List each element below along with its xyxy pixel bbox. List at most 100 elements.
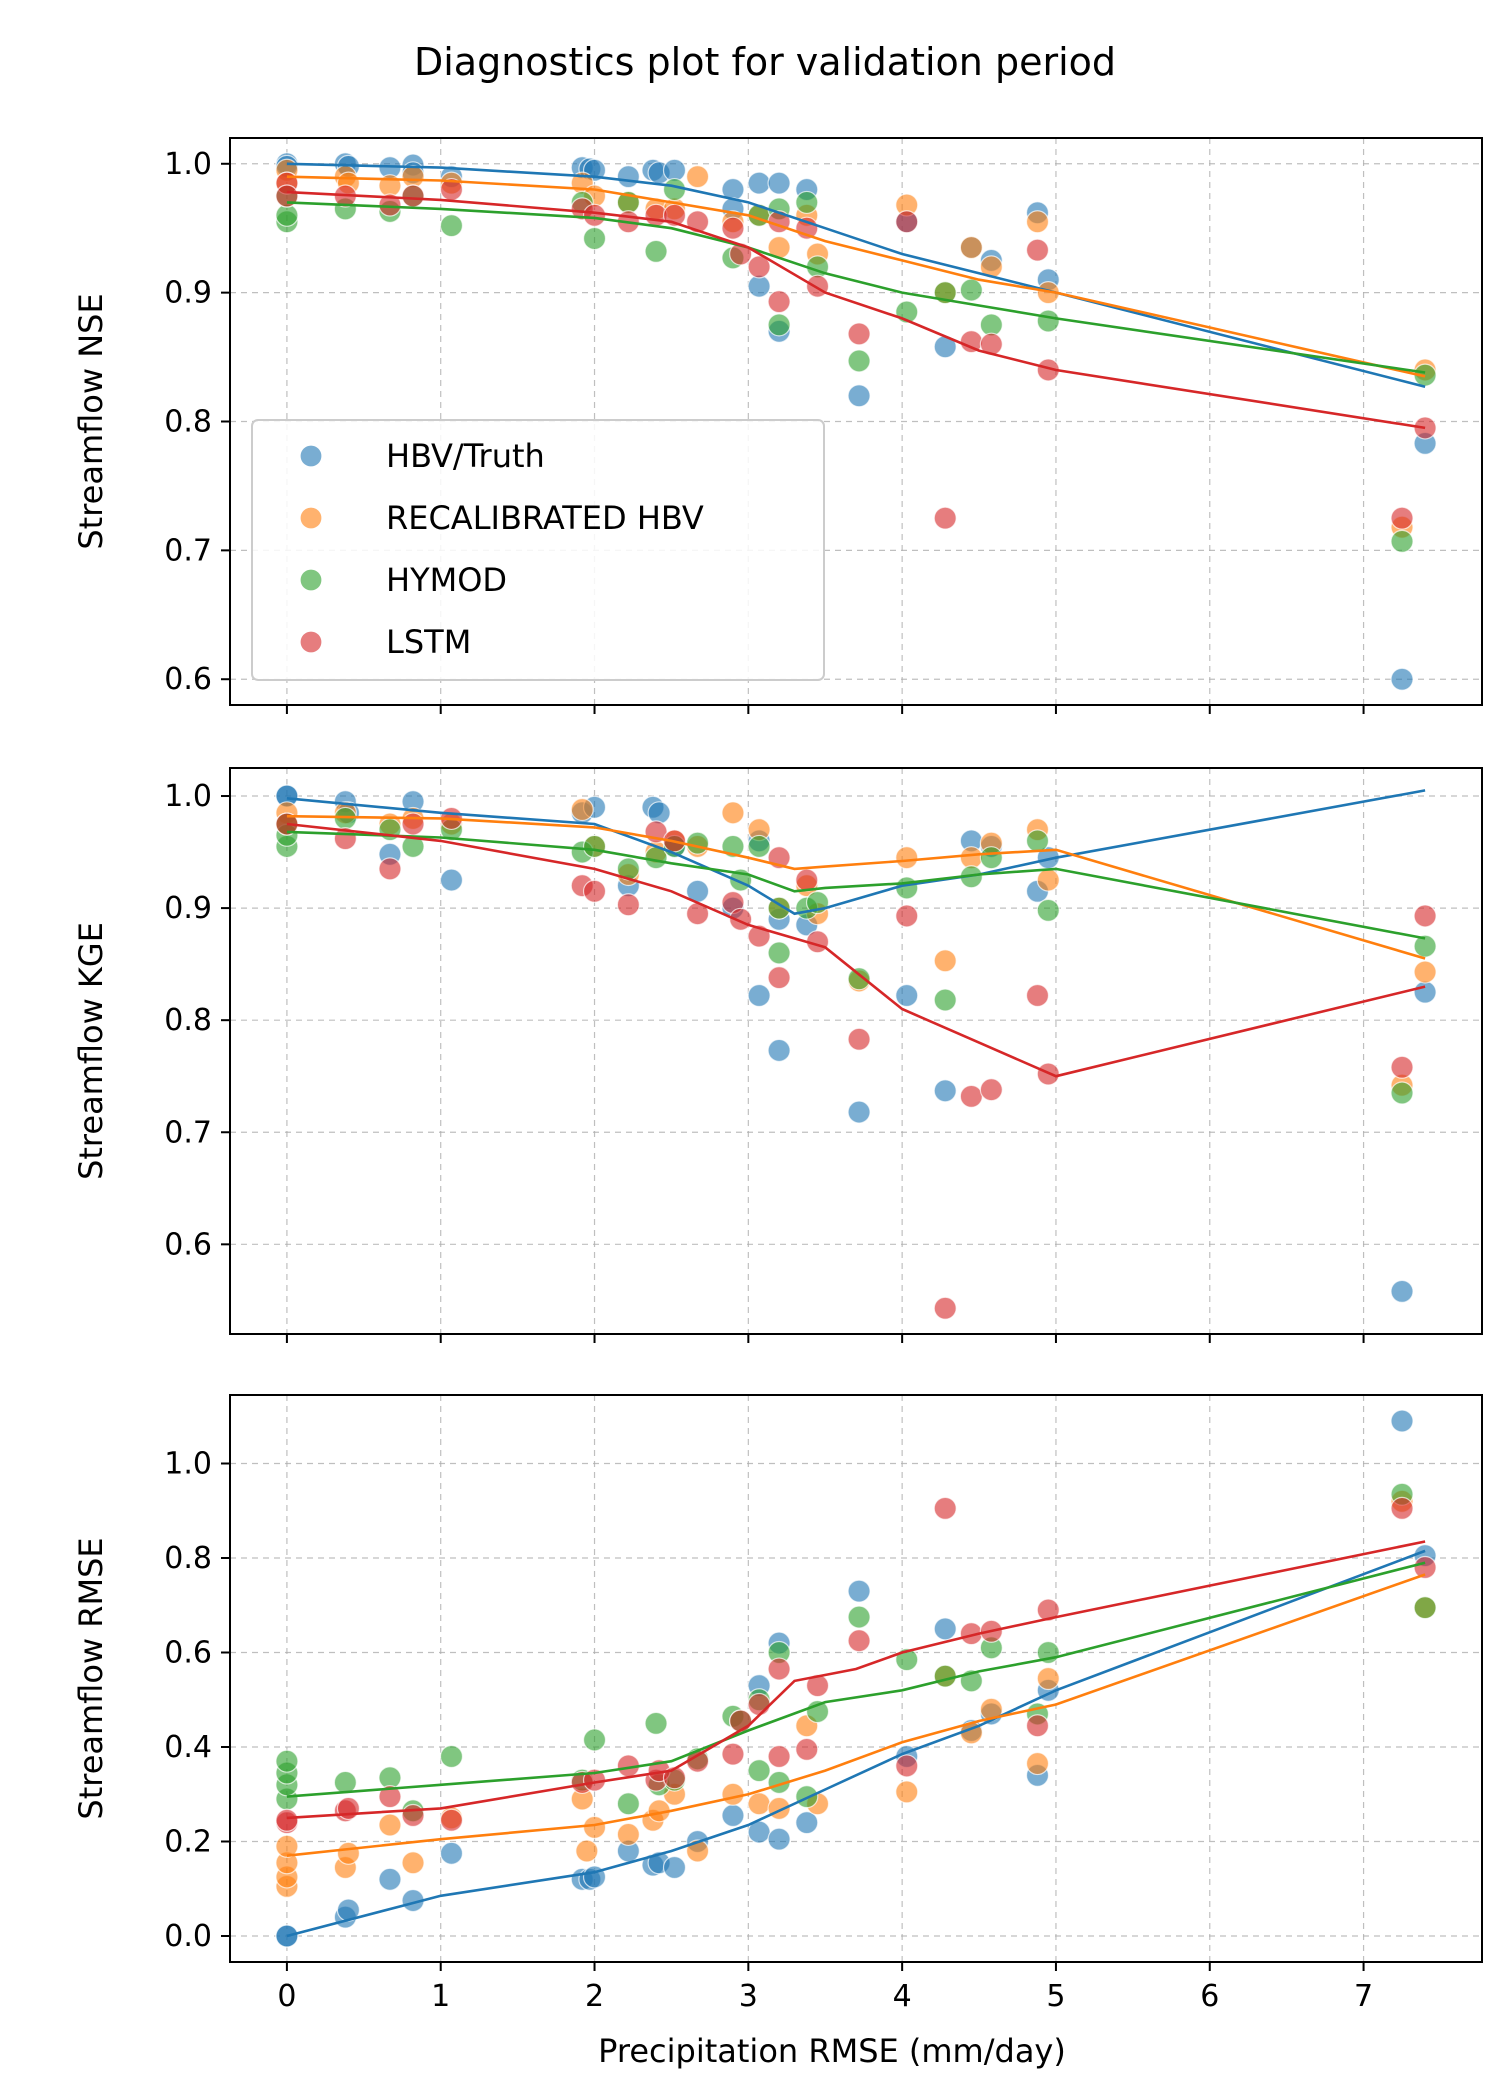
rmse-y-axis-label: Streamflow RMSE (72, 1537, 110, 1819)
rmse-y-tick-label: 0.8 (164, 1541, 212, 1576)
kge-trend-line-0 (286, 789, 1426, 916)
rmse-point (575, 1839, 599, 1863)
kge-point (847, 1100, 871, 1124)
rmse-point (847, 1579, 871, 1603)
rmse-point (662, 1855, 687, 1880)
kge-point (767, 1038, 791, 1063)
nse-point (1390, 506, 1414, 530)
nse-point (747, 255, 771, 279)
kge-point (895, 904, 919, 928)
kge-point (1025, 983, 1050, 1008)
nse-point (847, 384, 871, 408)
rmse-point (275, 1834, 299, 1858)
rmse-point (805, 1673, 830, 1698)
kge-trend-line-2 (286, 830, 1426, 940)
kge-y-tick-label: 0.9 (164, 891, 212, 926)
rmse-y-tick-label: 0.2 (164, 1825, 212, 1860)
kge-y-tick-label: 0.6 (164, 1227, 212, 1262)
kge-point (401, 812, 425, 836)
nse-point (729, 242, 753, 266)
legend-label: LSTM (386, 623, 471, 661)
kge-point (439, 868, 464, 892)
rmse-point (378, 1867, 402, 1891)
nse-point (401, 184, 425, 208)
rmse-point (847, 1605, 871, 1629)
kge-point (767, 965, 791, 990)
rmse-point (582, 1728, 607, 1752)
kge-point (979, 1078, 1003, 1102)
kge-point (582, 834, 607, 859)
kge-panel: 0.6 0.7 0.8 0.9 1.0 Streamflow KGE (72, 767, 1483, 1343)
rmse-point (616, 1822, 640, 1847)
rmse-y-tick-label: 1.0 (164, 1447, 212, 1482)
kge-point (959, 1084, 983, 1108)
rmse-point (767, 1744, 791, 1769)
nse-trend-line-1 (286, 175, 1426, 378)
rmse-point (439, 1808, 464, 1832)
kge-point (1036, 868, 1060, 892)
rmse-point (933, 1664, 957, 1688)
kge-point (1413, 960, 1437, 984)
rmse-point (582, 1815, 607, 1839)
rmse-x-tick-label: 2 (585, 1979, 604, 2014)
legend-marker (299, 568, 323, 592)
legend-label: RECALIBRATED HBV (386, 499, 704, 537)
kge-point (1413, 934, 1437, 958)
nse-point (847, 349, 871, 373)
nse-point (582, 203, 607, 227)
nse-point (979, 255, 1003, 279)
rmse-y-tick-label: 0.4 (164, 1730, 212, 1765)
rmse-point (721, 1803, 745, 1828)
nse-point (685, 165, 710, 189)
kge-point (895, 846, 919, 870)
rmse-series-1 (275, 1489, 1437, 1899)
nse-trend-line-2 (286, 201, 1426, 374)
rmse-point (747, 1692, 771, 1717)
rmse-x-tick-label: 0 (277, 1979, 296, 2014)
legend-label: HYMOD (386, 561, 507, 599)
kge-trend-line-1 (286, 814, 1426, 960)
kge-point (1390, 1081, 1414, 1105)
rmse-y-tick-label: 0.6 (164, 1636, 212, 1671)
rmse-trend-line-1 (286, 1573, 1426, 1857)
rmse-point (1025, 1751, 1050, 1776)
rmse-trend-line-0 (286, 1549, 1426, 1938)
rmse-point (795, 1737, 819, 1761)
rmse-axes-frame (229, 1394, 1483, 1963)
nse-point (662, 177, 687, 202)
nse-point (721, 216, 745, 240)
rmse-point (747, 1759, 771, 1783)
kge-axes-frame (229, 767, 1483, 1335)
nse-y-tick-label: 0.6 (164, 662, 212, 697)
rmse-x-tick-label: 4 (893, 1979, 912, 2014)
rmse-point (685, 1839, 710, 1863)
nse-point (582, 226, 607, 251)
kge-point (616, 893, 640, 917)
kge-point (1025, 829, 1050, 853)
rmse-trend-line-2 (286, 1561, 1426, 1798)
rmse-x-tick-label: 7 (1354, 1979, 1373, 2014)
kge-point (1413, 904, 1437, 928)
rmse-point (767, 1827, 791, 1851)
rmse-point (729, 1709, 753, 1733)
nse-y-tick-label: 0.8 (164, 405, 212, 440)
rmse-x-tick-label: 3 (739, 1979, 758, 2014)
rmse-x-tick-label: 6 (1200, 1979, 1219, 2014)
nse-point (979, 332, 1003, 356)
rmse-point (1025, 1714, 1050, 1738)
rmse-point (336, 1796, 361, 1821)
nse-point (1025, 238, 1050, 262)
rmse-point (1390, 1496, 1414, 1521)
kge-point (847, 1027, 871, 1051)
nse-point (1025, 210, 1050, 234)
kge-point (1390, 1279, 1414, 1304)
nse-point (747, 274, 771, 298)
rmse-series-0 (275, 1409, 1437, 1948)
rmse-point (378, 1813, 402, 1837)
rmse-point (336, 1841, 361, 1865)
kge-point (378, 857, 402, 881)
kge-y-tick-label: 0.8 (164, 1003, 212, 1038)
nse-y-tick-label: 1.0 (164, 147, 212, 182)
rmse-point (333, 1770, 357, 1795)
rmse-point (401, 1851, 425, 1875)
